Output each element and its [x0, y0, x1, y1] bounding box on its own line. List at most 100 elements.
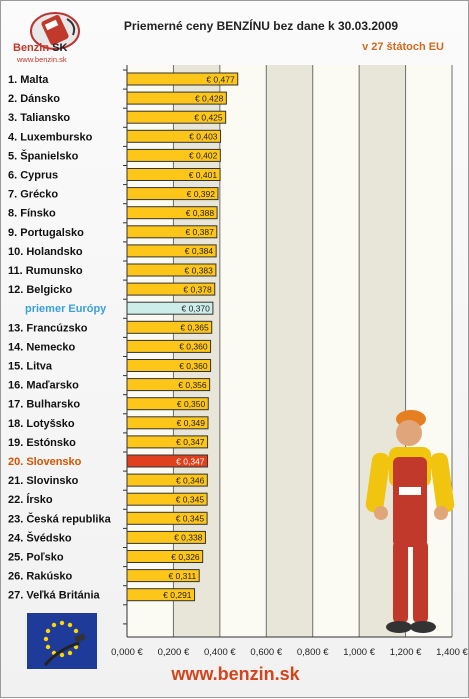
bar: [126, 168, 221, 181]
category-label: 20. Slovensko: [8, 456, 82, 468]
bar: [126, 282, 216, 296]
bar-value-label: € 0,347: [176, 437, 205, 447]
bar-value-label: € 0,360: [179, 361, 208, 371]
category-label: priemer Európy: [25, 303, 107, 315]
logo-name-suffix: SK: [49, 42, 67, 54]
bar-value-label: € 0,345: [176, 495, 205, 505]
logo-name: Benzin SK: [13, 42, 67, 54]
bar-value-label: € 0,383: [185, 265, 214, 275]
bar: [126, 473, 208, 487]
bar: [126, 530, 206, 544]
bar-value-label: € 0,388: [186, 208, 215, 218]
bar: [126, 187, 219, 201]
bar-value-label: € 0,349: [177, 418, 206, 428]
bar: [126, 359, 212, 372]
bar-value-label: € 0,378: [183, 284, 212, 294]
bar-value-label: € 0,365: [180, 323, 209, 333]
bar: [126, 416, 209, 430]
x-tick-label: 1,400 €: [436, 647, 468, 658]
logo-name-main: Benzin: [13, 42, 50, 54]
logo-suffix-text: SK: [52, 42, 68, 54]
category-label: 5. Španielsko: [8, 149, 79, 162]
bar: [126, 91, 227, 105]
category-label: 11. Rumunsko: [8, 265, 83, 277]
bar-value-label: € 0,350: [177, 399, 206, 409]
category-label: 17. Bulharsko: [8, 399, 80, 411]
bar-value-label: € 0,402: [189, 151, 218, 161]
category-label: 2. Dánsko: [8, 93, 60, 105]
footer-url: www.benzin.sk: [171, 664, 300, 684]
mascot-illustration-icon: [365, 410, 455, 633]
category-label: 14. Nemecko: [8, 341, 76, 353]
x-tick-label: 0,200 €: [158, 647, 190, 658]
bar-value-label: € 0,345: [176, 514, 205, 524]
bar: [126, 206, 218, 220]
bar-value-label: € 0,428: [195, 93, 224, 103]
bar-value-label: € 0,356: [178, 380, 207, 390]
x-tick-label: 1,200 €: [390, 647, 422, 658]
logo-url: www.benzin.sk: [17, 55, 67, 64]
x-tick-label: 0,800 €: [297, 647, 329, 658]
bar: [126, 339, 212, 353]
bar-value-label: € 0,384: [185, 246, 214, 256]
bar-value-label: € 0,477: [206, 74, 235, 84]
category-label: 15. Litva: [8, 361, 53, 373]
category-label: 9. Portugalsko: [8, 227, 84, 239]
bar: [126, 263, 217, 277]
x-tick-label: 1,000 €: [343, 647, 375, 658]
category-label: 10. Holandsko: [8, 246, 83, 258]
bar: [126, 225, 218, 239]
category-label: 13. Francúzsko: [8, 322, 88, 334]
bar-value-label: € 0,338: [174, 533, 203, 543]
bar-value-label: € 0,401: [189, 170, 218, 180]
bar: [126, 454, 209, 468]
category-label: 23. Česká republika: [8, 512, 112, 525]
category-label: 22. Írsko: [8, 493, 53, 506]
category-label: 16. Maďarsko: [8, 380, 79, 392]
category-label: 21. Slovinsko: [8, 475, 79, 487]
bar: [126, 320, 213, 334]
bar-value-label: € 0,346: [176, 475, 205, 485]
bar: [126, 110, 227, 124]
category-label: 1. Malta: [8, 74, 49, 86]
bar-value-label: € 0,311: [168, 571, 196, 581]
bar-value-label: € 0,347: [176, 456, 205, 466]
bar: [126, 492, 208, 506]
category-label: 3. Taliansko: [8, 112, 70, 124]
bar: [126, 397, 209, 411]
category-label: 12. Belgicko: [8, 284, 72, 296]
x-tick-label: 0,400 €: [204, 647, 236, 658]
bar: [126, 244, 217, 258]
bar: [126, 72, 239, 86]
category-label: 18. Lotyšsko: [8, 418, 75, 430]
bar-value-label: € 0,360: [179, 342, 208, 352]
category-label: 27. Veľká Británia: [8, 590, 101, 602]
bar: [126, 435, 209, 449]
bar-value-label: € 0,403: [189, 132, 218, 142]
eu-flag-icon: [27, 613, 97, 669]
category-label: 4. Luxembursko: [8, 131, 93, 143]
category-label: 7. Grécko: [8, 189, 58, 201]
category-label: 8. Fínsko: [8, 208, 56, 220]
bar: [126, 569, 200, 583]
chart-subtitle: v 27 štátoch EU: [362, 41, 444, 53]
bar: [126, 129, 222, 143]
bar: [126, 550, 204, 563]
bar: [126, 511, 208, 525]
bar-value-label: € 0,291: [163, 590, 192, 600]
bar-value-label: € 0,425: [194, 113, 223, 123]
category-label: 25. Poľsko: [8, 552, 64, 564]
category-label: 24. Švédsko: [8, 531, 72, 544]
bar: [126, 588, 196, 602]
bar-value-label: € 0,370: [182, 304, 211, 314]
x-tick-label: 0,600 €: [250, 647, 282, 658]
bar-value-label: € 0,392: [187, 189, 216, 199]
category-label: 26. Rakúsko: [8, 571, 72, 583]
benzin-logo-icon: [30, 12, 80, 50]
bar: [126, 148, 221, 162]
x-tick-label: 0,000 €: [111, 647, 143, 658]
bar: [126, 378, 211, 392]
bar-value-label: € 0,326: [171, 552, 200, 562]
bar-value-label: € 0,387: [185, 227, 214, 237]
